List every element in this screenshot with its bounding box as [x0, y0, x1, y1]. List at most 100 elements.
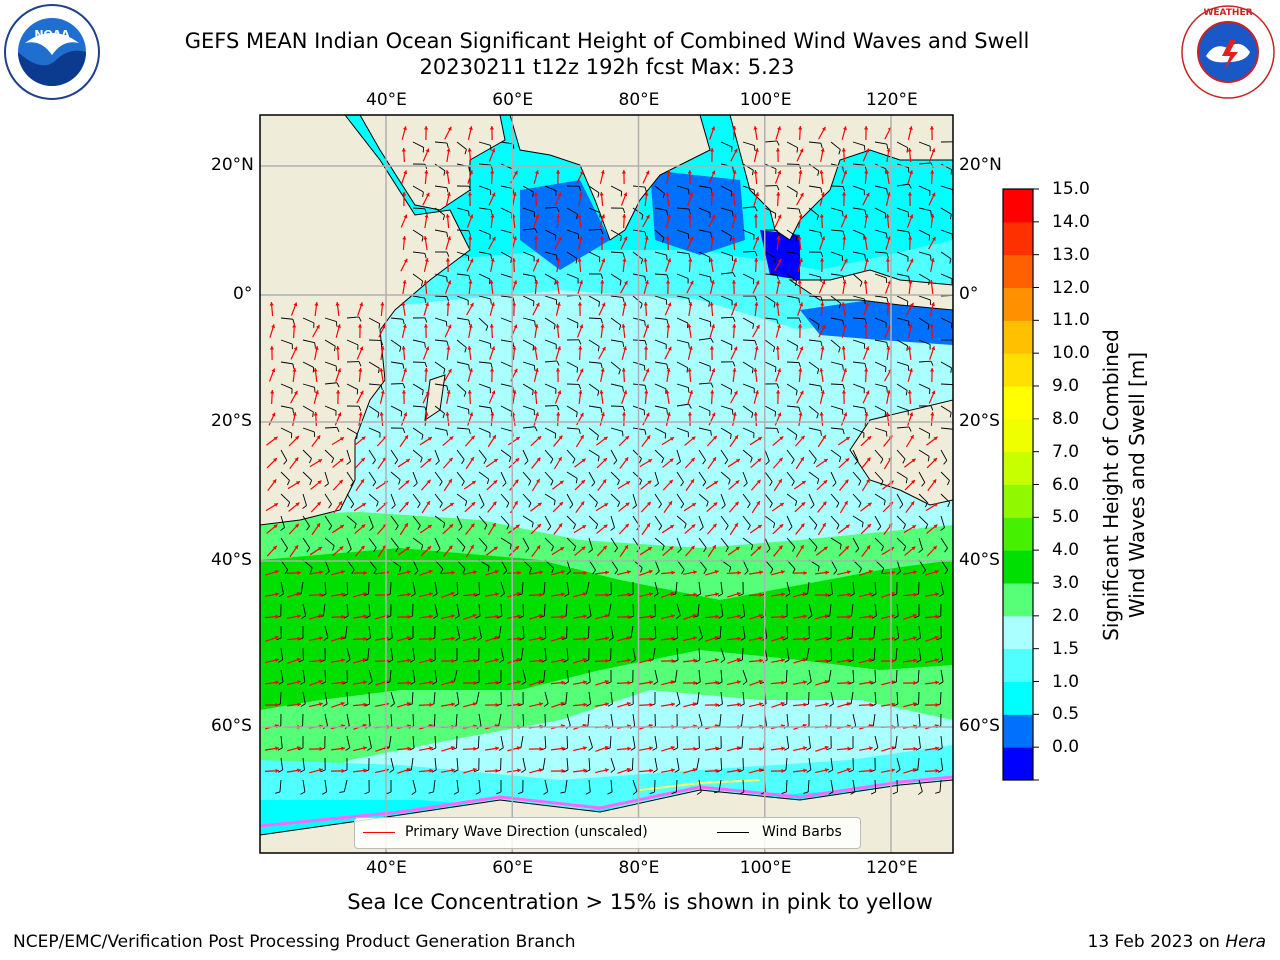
wave-direction-arrowhead	[450, 745, 455, 750]
wind-barb-feather	[732, 316, 736, 322]
wind-barb	[389, 581, 392, 595]
wave-direction-arrowhead	[495, 702, 499, 707]
wind-barb-feather	[490, 254, 493, 260]
wave-direction-arrowhead	[645, 368, 650, 373]
wave-direction-arrowhead	[425, 148, 430, 153]
wind-barb-feather	[610, 769, 615, 773]
wind-barb	[456, 273, 469, 276]
wave-direction-arrowhead	[648, 459, 653, 463]
wind-barb-feather	[556, 405, 560, 411]
wave-direction-arrowhead	[759, 570, 763, 575]
wave-direction-arrowhead	[912, 613, 917, 618]
wind-barb-feather	[703, 547, 707, 553]
wind-barb-feather	[597, 390, 600, 396]
wind-barb	[434, 207, 445, 216]
wave-direction-arrowhead	[272, 545, 277, 550]
wave-direction-arrowhead	[666, 324, 671, 328]
colorbar-segment	[1003, 320, 1033, 354]
wave-direction-arrowhead	[535, 302, 540, 307]
wind-barb	[918, 779, 923, 792]
wave-direction-arrowhead	[777, 170, 782, 175]
wind-barb	[742, 273, 754, 280]
wind-barb-feather	[728, 479, 731, 485]
wind-barb-feather	[784, 747, 789, 751]
wind-barb	[654, 405, 667, 410]
wave-direction-arrowhead	[517, 636, 521, 641]
wave-direction-arrowhead	[775, 148, 780, 152]
wind-barb	[478, 515, 488, 526]
wind-barb-feather	[443, 368, 446, 374]
wind-barb-feather	[309, 458, 312, 464]
wind-barb	[698, 361, 711, 367]
wind-barb-feather	[640, 567, 643, 573]
wave-direction-arrowhead	[274, 569, 279, 574]
wave-direction-arrowhead	[401, 148, 406, 152]
wind-barb-feather	[864, 363, 867, 369]
wave-direction-arrowhead	[847, 592, 851, 597]
wind-barb	[390, 449, 399, 461]
wind-barb	[610, 317, 621, 326]
wave-direction-arrowhead	[446, 302, 451, 306]
wind-barb	[918, 735, 921, 748]
wind-barb	[698, 471, 707, 483]
wind-barb-feather	[776, 274, 779, 280]
wind-barb	[896, 229, 909, 233]
wind-barb-feather	[795, 192, 798, 198]
wind-barb	[522, 713, 525, 727]
wind-barb	[434, 537, 441, 550]
wind-barb	[324, 581, 327, 594]
wave-direction-arrowhead	[297, 680, 301, 685]
wave-direction-arrowhead	[380, 346, 385, 350]
wave-direction-arrowhead	[341, 614, 345, 619]
wave-direction-arrowhead	[847, 658, 851, 663]
wind-barb	[654, 735, 658, 748]
wind-barb-feather	[950, 169, 953, 175]
wave-direction-arrowhead	[405, 480, 410, 485]
wave-direction-arrowhead	[715, 614, 719, 619]
wind-barb	[456, 471, 465, 482]
wind-barb	[741, 735, 744, 748]
wind-barb-feather	[721, 504, 726, 509]
wave-direction-arrowhead	[797, 236, 802, 240]
wind-barb	[874, 493, 886, 501]
wave-direction-arrowhead	[275, 658, 279, 663]
wave-direction-arrowhead	[381, 324, 386, 329]
wind-barb-feather	[644, 340, 647, 346]
wind-barb	[434, 471, 443, 482]
wind-barb-feather	[496, 791, 502, 795]
wind-barb	[764, 140, 777, 143]
wind-barb	[368, 713, 371, 726]
wave-direction-arrowhead	[735, 546, 740, 551]
wave-direction-arrowhead	[471, 502, 476, 507]
svg-text:WEATHER: WEATHER	[1203, 8, 1252, 18]
wave-direction-arrowhead	[601, 258, 606, 263]
wave-direction-arrowhead	[754, 346, 759, 350]
wave-direction-arrowhead	[845, 458, 850, 463]
wind-barb	[808, 361, 819, 370]
wind-barb-feather	[592, 569, 596, 575]
wind-barb	[456, 229, 470, 232]
wave-direction-arrowhead	[865, 148, 870, 153]
wind-barb	[632, 735, 636, 748]
wind-barb	[520, 647, 524, 660]
wind-barb-feather	[395, 525, 399, 531]
wind-barb	[654, 669, 659, 682]
wind-barb	[940, 383, 953, 386]
wave-direction-arrowhead	[451, 702, 455, 707]
wave-direction-arrowhead	[555, 280, 560, 284]
wind-barb	[742, 779, 745, 793]
wave-direction-arrowhead	[931, 192, 936, 197]
wind-barb-feather	[409, 747, 415, 751]
wave-direction-arrowhead	[909, 170, 914, 175]
wind-barb-feather	[421, 434, 424, 440]
chart-title: GEFS MEAN Indian Ocean Significant Heigh…	[184, 29, 1030, 53]
wind-barb	[390, 317, 403, 320]
wind-barb	[500, 449, 511, 458]
wave-direction-arrowhead	[776, 324, 781, 329]
wind-barb	[390, 471, 401, 481]
wind-barb	[544, 360, 557, 363]
wave-direction-arrowhead	[781, 614, 785, 619]
wind-barb	[828, 669, 832, 682]
wind-barb-feather	[891, 593, 897, 597]
lon-tick-bottom: 80°E	[618, 858, 660, 878]
